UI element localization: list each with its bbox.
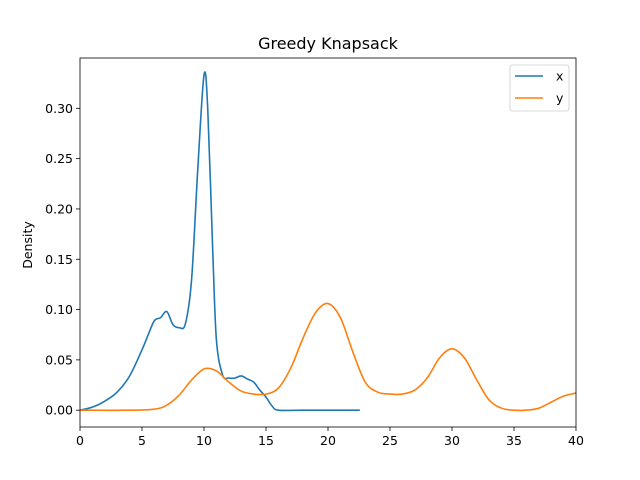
x-tick-label: 40 bbox=[568, 433, 584, 448]
plot-background bbox=[80, 58, 576, 427]
x-tick-label: 0 bbox=[76, 433, 84, 448]
legend-label-x: x bbox=[556, 69, 563, 84]
y-axis-label: Density bbox=[20, 221, 35, 269]
legend: xy bbox=[509, 64, 570, 112]
x-tick-label: 20 bbox=[320, 433, 336, 448]
plot-area bbox=[80, 58, 576, 427]
legend-label-y: y bbox=[556, 91, 564, 106]
axes-border bbox=[79, 57, 577, 428]
x-tick-label: 30 bbox=[444, 433, 460, 448]
series-line-y bbox=[80, 302, 576, 412]
axis-ticks: 0 5 10 15 20 25 30 35 40 0.00 0.05 0.10 0.15 0.20 0.25… bbox=[45, 101, 584, 448]
y-tick-label: 0.15 bbox=[45, 252, 73, 267]
x-tick-label: 25 bbox=[382, 433, 398, 448]
x-tick-label: 10 bbox=[196, 433, 212, 448]
y-tick-label: 0.30 bbox=[45, 101, 73, 116]
y-tick-label: 0.05 bbox=[45, 352, 73, 367]
x-tick-label: 5 bbox=[138, 433, 146, 448]
x-tick-label: 35 bbox=[506, 433, 522, 448]
series-layer bbox=[80, 71, 576, 412]
axes-frame bbox=[79, 57, 577, 428]
y-tick-label: 0.25 bbox=[45, 151, 73, 166]
y-tick-label: 0.00 bbox=[45, 403, 73, 418]
y-tick-label: 0.20 bbox=[45, 201, 73, 216]
x-tick-label: 15 bbox=[258, 433, 274, 448]
y-tick-label: 0.10 bbox=[45, 302, 73, 317]
chart-title: Greedy Knapsack bbox=[258, 34, 399, 53]
